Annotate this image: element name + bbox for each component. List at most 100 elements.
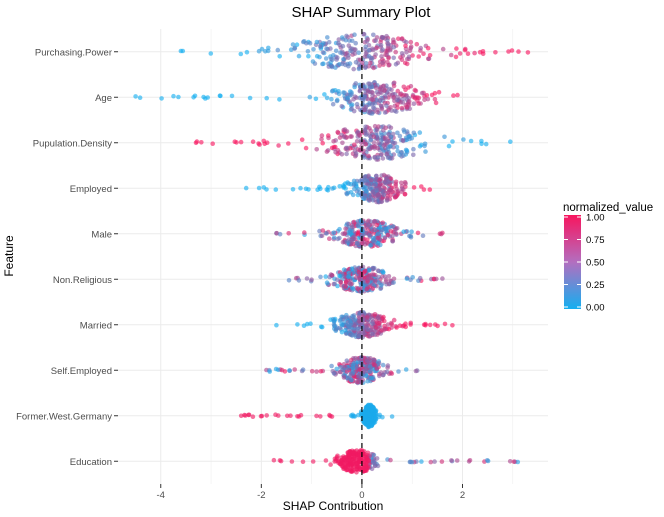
- swarm-point: [493, 50, 498, 55]
- swarm-point: [382, 274, 388, 279]
- swarm-point: [411, 185, 417, 190]
- swarm-point: [386, 55, 391, 61]
- swarm-point: [391, 94, 397, 100]
- swarm-point: [349, 321, 354, 326]
- swarm-point: [372, 123, 378, 129]
- chart-title: SHAP Summary Plot: [292, 4, 432, 21]
- swarm-point: [351, 286, 356, 292]
- swarm-point: [374, 188, 379, 193]
- swarm-point: [425, 45, 431, 51]
- swarm-point: [334, 98, 340, 104]
- swarm-point: [372, 177, 378, 183]
- swarm-point: [256, 141, 261, 146]
- swarm-point: [362, 84, 368, 90]
- swarm-point: [310, 459, 316, 464]
- swarm-point: [300, 367, 306, 373]
- swarm-point: [399, 36, 405, 41]
- legend-title: normalized_value: [563, 202, 653, 214]
- swarm-point: [350, 412, 355, 418]
- swarm-point: [365, 378, 370, 384]
- swarm-point: [408, 320, 414, 326]
- swarm-point: [384, 33, 389, 39]
- swarm-point: [421, 51, 426, 56]
- swarm-point: [371, 452, 377, 458]
- swarm-point: [329, 363, 334, 369]
- swarm-point: [307, 94, 313, 100]
- swarm-point: [344, 151, 349, 157]
- swarm-point: [378, 370, 384, 375]
- swarm-point: [356, 187, 361, 192]
- swarm-point: [388, 134, 394, 140]
- swarm-point: [371, 357, 377, 363]
- swarm-point: [399, 57, 405, 63]
- swarm-points: [133, 31, 531, 475]
- y-tick-label: Age: [95, 93, 112, 104]
- swarm-point: [457, 51, 463, 56]
- swarm-point: [210, 141, 215, 146]
- swarm-point: [347, 281, 352, 286]
- swarm-point: [420, 233, 426, 238]
- swarm-point: [276, 413, 281, 418]
- swarm-point: [366, 461, 372, 466]
- swarm-point: [360, 153, 366, 159]
- swarm-point: [341, 57, 346, 62]
- swarm-point: [338, 50, 343, 55]
- swarm-point: [348, 134, 353, 139]
- swarm-point: [377, 63, 382, 68]
- swarm-point: [354, 461, 359, 467]
- swarm-point: [317, 44, 323, 49]
- swarm-point: [401, 84, 407, 90]
- swarm-point: [385, 155, 391, 160]
- swarm-point: [330, 101, 336, 107]
- swarm-point: [356, 449, 362, 455]
- swarm-point: [455, 92, 460, 98]
- swarm-point: [395, 189, 400, 195]
- swarm-point: [353, 40, 359, 46]
- swarm-point: [351, 219, 357, 225]
- swarm-point: [299, 137, 305, 142]
- swarm-point: [274, 322, 279, 328]
- swarm-point: [324, 280, 330, 286]
- swarm-point: [388, 105, 393, 110]
- swarm-point: [363, 373, 369, 379]
- swarm-point: [362, 174, 368, 179]
- swarm-point: [350, 192, 356, 198]
- swarm-point: [376, 141, 381, 146]
- swarm-point: [399, 105, 405, 111]
- swarm-point: [314, 147, 320, 152]
- swarm-point: [394, 325, 399, 330]
- swarm-point: [340, 43, 346, 49]
- swarm-point: [360, 334, 366, 340]
- swarm-point: [410, 53, 415, 58]
- swarm-point: [364, 286, 370, 292]
- swarm-point: [369, 316, 375, 321]
- swarm-point: [508, 139, 513, 144]
- swarm-point: [388, 143, 393, 149]
- swarm-point: [372, 278, 378, 284]
- swarm-point: [375, 107, 380, 113]
- swarm-point: [319, 324, 325, 330]
- swarm-point: [363, 141, 369, 147]
- swarm-point: [332, 323, 338, 328]
- swarm-point: [314, 369, 319, 374]
- swarm-point: [434, 276, 439, 282]
- swarm-point: [208, 51, 214, 56]
- swarm-point: [479, 141, 484, 147]
- swarm-point: [387, 92, 392, 97]
- swarm-point: [250, 414, 256, 420]
- swarm-point: [229, 93, 235, 99]
- swarm-point: [399, 180, 404, 186]
- swarm-point: [384, 139, 390, 144]
- swarm-point: [358, 380, 364, 385]
- swarm-point: [363, 65, 368, 71]
- swarm-point: [352, 32, 357, 37]
- swarm-point: [279, 367, 285, 373]
- swarm-point: [355, 379, 360, 385]
- swarm-point: [356, 132, 362, 138]
- swarm-point: [324, 46, 329, 51]
- swarm-point: [391, 276, 397, 282]
- swarm-point: [422, 97, 427, 103]
- swarm-point: [329, 414, 335, 419]
- swarm-point: [362, 242, 368, 247]
- swarm-point: [375, 235, 381, 241]
